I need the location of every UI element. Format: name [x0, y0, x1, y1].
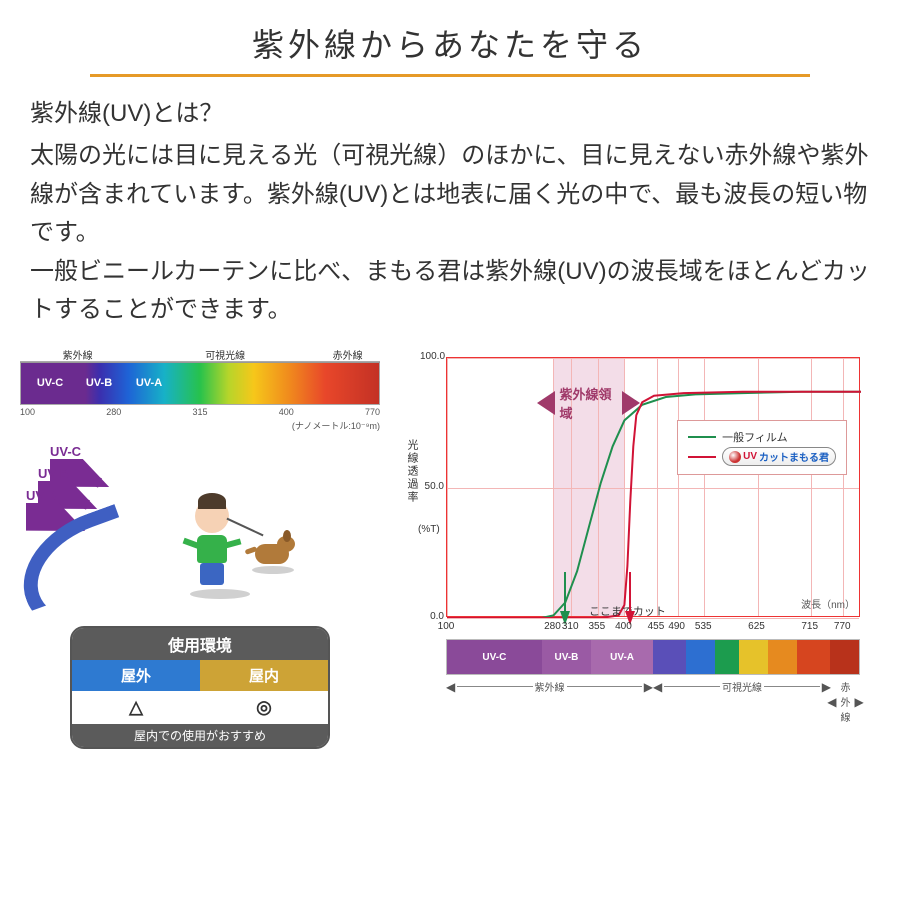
usage-col-value: △: [72, 691, 200, 724]
intro-p1: 太陽の光には目に見える光（可視光線）のほかに、目に見えない赤外線や紫外線が含まれ…: [30, 137, 870, 252]
left-panel: 紫外線可視光線赤外線 UV-C UV-B UV-A 10028031540077…: [20, 349, 380, 749]
usage-note: 屋内での使用がおすすめ: [72, 724, 328, 747]
uv-illustration: UV-CUV-BUV-A: [20, 444, 380, 614]
page-title: 紫外線からあなたを守る: [0, 0, 900, 74]
intro-text: 紫外線(UV)とは？ 太陽の光には目に見える光（可視光線）のほかに、目に見えない…: [0, 95, 900, 329]
usage-col-label: 屋内: [200, 660, 328, 691]
usage-col-value: ◎: [200, 691, 328, 724]
dog-icon: [255, 544, 289, 564]
uv-region-label: 紫外線領域: [555, 384, 622, 422]
chart-legend: 一般フィルムUVカットまもる君: [677, 420, 847, 475]
spectrum-bar: 紫外線可視光線赤外線 UV-C UV-B UV-A 10028031540077…: [20, 349, 380, 432]
title-underline: [90, 74, 810, 77]
usage-table: 使用環境 屋外屋内 △◎ 屋内での使用がおすすめ: [70, 626, 330, 749]
child-icon: [195, 499, 229, 585]
usage-col-label: 屋外: [72, 660, 200, 691]
intro-question: 紫外線(UV)とは？: [30, 95, 870, 133]
transmittance-chart: 光線透過率 (%T) 0.050.0100.0 紫外線領域 一般フィルムUVカッ…: [400, 349, 880, 749]
intro-p2: 一般ビニールカーテンに比べ、まもる君は紫外線(UV)の波長域をほとんどカットする…: [30, 253, 870, 330]
chart-spectrum-bar: UV-CUV-BUV-A: [446, 639, 860, 675]
y-axis-unit: (%T): [418, 524, 440, 535]
x-axis-label: 波長（nm）: [801, 596, 855, 611]
nano-note: (ナノメートル:10⁻⁹m): [20, 419, 380, 432]
y-axis-label: 光線透過率: [404, 439, 420, 504]
usage-header: 使用環境: [72, 628, 328, 660]
spectrum-uvb: UV-B: [79, 377, 119, 389]
spectrum-uva: UV-A: [119, 377, 179, 389]
spectrum-uvc: UV-C: [21, 377, 79, 389]
